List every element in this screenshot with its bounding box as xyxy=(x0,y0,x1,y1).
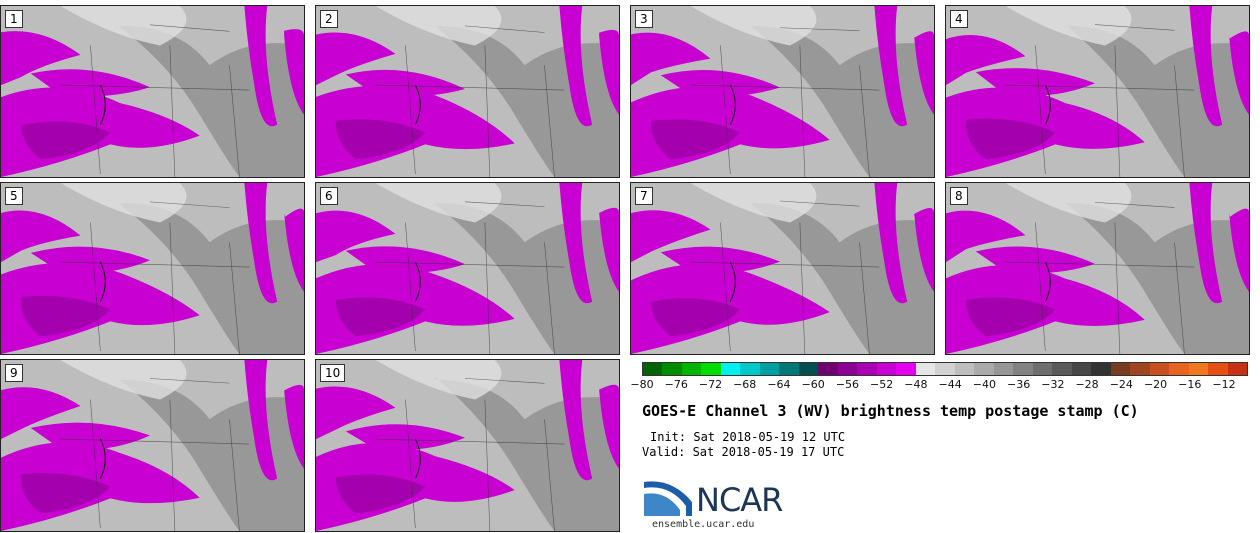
colorbar-tick-label: −16 xyxy=(1178,378,1202,391)
ncar-logo-icon xyxy=(644,481,692,516)
member-panel: 6 xyxy=(315,182,620,355)
colorbar-segment xyxy=(643,363,663,375)
colorbar-segment xyxy=(759,363,780,375)
member-panel: 10 xyxy=(315,359,620,532)
colorbar-segment xyxy=(1208,363,1228,375)
wv-field-map xyxy=(316,360,619,531)
colorbar-tick-label: −12 xyxy=(1212,378,1236,391)
colorbar-segment xyxy=(1169,363,1189,375)
colorbar-segment xyxy=(818,363,838,375)
member-label: 1 xyxy=(5,10,23,28)
colorbar-tick-label: −24 xyxy=(1109,378,1133,391)
wv-field-map xyxy=(316,6,619,177)
colorbar-tick-label: −60 xyxy=(801,378,825,391)
site-url: ensemble.ucar.edu xyxy=(652,519,755,530)
member-panel: 8 xyxy=(945,182,1250,355)
colorbar-segment xyxy=(1032,363,1053,375)
member-label: 2 xyxy=(320,10,338,28)
product-title: GOES-E Channel 3 (WV) brightness temp po… xyxy=(642,402,1139,420)
wv-field-map xyxy=(316,183,619,354)
logo-text: NCAR xyxy=(696,481,783,519)
colorbar-segment xyxy=(896,363,916,375)
colorbar-tick-label: −56 xyxy=(835,378,860,391)
member-panel: 1 xyxy=(0,5,305,178)
colorbar-tick-label: −44 xyxy=(938,378,962,391)
colorbar-segment xyxy=(1110,363,1131,375)
colorbar-tick-label: −72 xyxy=(698,378,723,391)
colorbar-segment xyxy=(740,363,760,375)
colorbar-segment xyxy=(798,363,819,375)
colorbar-segment xyxy=(954,363,975,375)
member-label: 6 xyxy=(320,187,338,205)
colorbar-segment xyxy=(857,363,877,375)
wv-field-map xyxy=(1,183,304,354)
colorbar-segment xyxy=(662,363,682,375)
colorbar-segment xyxy=(935,363,955,375)
member-label: 8 xyxy=(950,187,968,205)
colorbar-tick-label: −28 xyxy=(1075,378,1099,391)
colorbar-segment xyxy=(1130,363,1150,375)
colorbar-segment xyxy=(837,363,858,375)
colorbar-segment xyxy=(915,363,936,375)
colorbar-tick-label: −32 xyxy=(1041,378,1065,391)
colorbar-tick-label: −76 xyxy=(664,378,688,391)
colorbar-segment xyxy=(681,363,702,375)
colorbar-segment xyxy=(779,363,799,375)
colorbar-segment xyxy=(974,363,994,375)
init-time: Init: Sat 2018-05-19 12 UTC xyxy=(650,430,846,444)
member-label: 5 xyxy=(5,187,23,205)
wv-field-map xyxy=(631,183,934,354)
colorbar-ticks: −80 −76 −72 −68 −64 −60 −56 −52 −48 −44 −40 −36 −32−… xyxy=(630,378,1248,392)
colorbar-tick-label: −64 xyxy=(767,378,791,391)
colorbar-segment xyxy=(1149,363,1170,375)
wv-field-map xyxy=(946,6,1249,177)
colorbar-tick-label: −40 xyxy=(972,378,996,391)
colorbar-tick-label: −68 xyxy=(733,378,757,391)
colorbar-segment xyxy=(1227,363,1248,375)
wv-field-map xyxy=(631,6,934,177)
valid-time: Valid: Sat 2018-05-19 17 UTC xyxy=(642,445,845,459)
member-panel: 2 xyxy=(315,5,620,178)
colorbar-segment xyxy=(876,363,897,375)
colorbar-tick-label: −80 xyxy=(630,378,654,391)
colorbar-tick-label: −52 xyxy=(870,378,894,391)
wv-field-map xyxy=(946,183,1249,354)
colorbar-segment xyxy=(1091,363,1111,375)
colorbar-segment xyxy=(993,363,1014,375)
member-label: 9 xyxy=(5,364,23,382)
member-label: 7 xyxy=(635,187,653,205)
colorbar-segment xyxy=(1188,363,1209,375)
member-panel: 5 xyxy=(0,182,305,355)
member-label: 3 xyxy=(635,10,653,28)
colorbar-segment xyxy=(701,363,721,375)
wv-field-map xyxy=(1,360,304,531)
colorbar-segment xyxy=(1013,363,1033,375)
member-label: 4 xyxy=(950,10,968,28)
colorbar-segment xyxy=(1052,363,1072,375)
member-panel: 7 xyxy=(630,182,935,355)
colorbar xyxy=(642,362,1248,376)
member-label: 10 xyxy=(320,364,346,382)
member-panel: 4 xyxy=(945,5,1250,178)
colorbar-segment xyxy=(1071,363,1092,375)
member-panel: 3 xyxy=(630,5,935,178)
colorbar-tick-label: −20 xyxy=(1143,378,1168,391)
member-panel: 9 xyxy=(0,359,305,532)
colorbar-tick-label: −48 xyxy=(904,378,928,391)
colorbar-segment xyxy=(720,363,741,375)
colorbar-tick-label: −36 xyxy=(1007,378,1031,391)
wv-field-map xyxy=(1,6,304,177)
